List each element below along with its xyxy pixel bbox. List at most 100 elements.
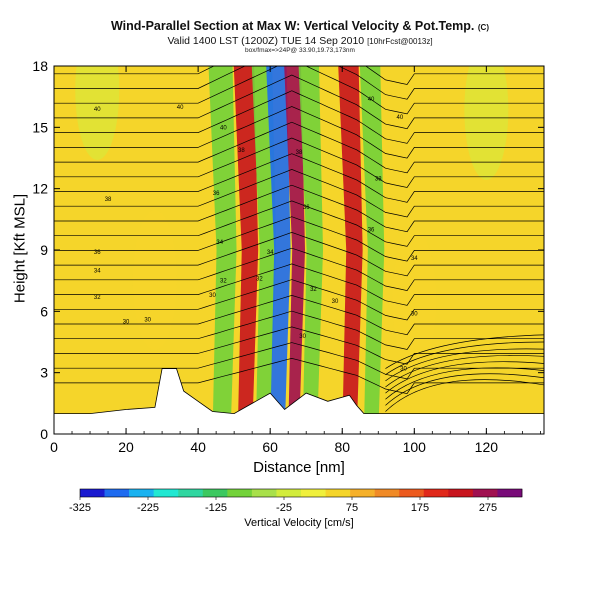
colorbar-segment <box>251 489 277 497</box>
contour-label: 38 <box>105 197 112 203</box>
colorbar-segment <box>399 489 425 497</box>
theta-contour <box>54 137 544 188</box>
contour-label: 30 <box>123 320 130 326</box>
subtitle-main: Valid 1400 LST (1200Z) TUE 14 Sep 2010 <box>167 35 365 47</box>
title: Wind-Parallel Section at Max W: Vertical… <box>0 19 600 33</box>
subtitle: Valid 1400 LST (1200Z) TUE 14 Sep 2010 [… <box>0 35 600 47</box>
colorbar-tick-label: 75 <box>346 502 358 514</box>
contour-label: 36 <box>303 205 310 211</box>
contour-label: 34 <box>94 268 101 274</box>
colorbar-segment <box>423 489 449 497</box>
title-text: Wind-Parallel Section at Max W: Vertical… <box>110 19 475 33</box>
x-tick-label: 80 <box>334 439 350 455</box>
colorbar-segment <box>178 489 204 497</box>
velocity-band <box>208 66 237 434</box>
subtitle-small: box/fmax=>24P@ 33.90,19.73,173nm <box>245 47 355 54</box>
theta-contour <box>54 263 544 306</box>
x-tick-label: 120 <box>475 439 499 455</box>
contour-label: 36 <box>94 250 101 256</box>
theta-contour <box>385 367 544 400</box>
colorbar-segment <box>202 489 228 497</box>
y-tick-label: 0 <box>40 426 48 442</box>
contour-label: 40 <box>220 125 227 131</box>
y-tick-label: 6 <box>40 303 48 319</box>
colorbar-segment <box>129 489 154 497</box>
theta-contour <box>54 66 544 85</box>
theta-contour <box>385 355 544 388</box>
theta-contour <box>54 216 544 262</box>
y-tick-label: 15 <box>32 119 48 135</box>
terrain-shape <box>54 368 544 434</box>
colorbar-segment <box>301 489 326 497</box>
colorbar-segment <box>448 489 474 497</box>
contour-label: 32 <box>220 279 227 285</box>
colorbar-segment <box>153 489 179 497</box>
y-tick-label: 3 <box>40 365 48 381</box>
title-mark: (C) <box>477 23 489 32</box>
theta-contour <box>54 74 544 130</box>
theta-contour <box>54 295 544 336</box>
velocity-band <box>298 66 324 434</box>
x-tick-label: 100 <box>403 439 427 455</box>
theta-contour <box>385 334 544 369</box>
theta-contour <box>54 184 544 233</box>
colorbar-tick-label: -325 <box>69 502 91 514</box>
y-tick-label: 12 <box>32 181 48 197</box>
contour-label: 40 <box>368 97 375 103</box>
theta-contour <box>54 232 544 277</box>
colorbar-segment <box>276 489 302 497</box>
contour-label: 30 <box>400 367 407 373</box>
colorbar-tick-label: 175 <box>411 502 429 514</box>
y-tick-label: 9 <box>40 242 48 258</box>
theta-contour <box>54 169 544 218</box>
contour-label: 36 <box>368 228 375 234</box>
subtitle-extra: [10hrFcst@0013z] <box>367 37 433 46</box>
contour-label: 38 <box>296 150 303 156</box>
contour-label: 30 <box>209 293 216 299</box>
y-tick-label: 18 <box>32 58 48 74</box>
contour-label: 40 <box>94 107 101 113</box>
contour-label: 34 <box>411 256 418 262</box>
colorbar-segment <box>325 489 351 497</box>
x-tick-label: 40 <box>190 439 206 455</box>
x-tick-label: 20 <box>118 439 134 455</box>
colorbar-tick-label: 275 <box>479 502 497 514</box>
colorbar-frame <box>79 488 523 498</box>
velocity-band <box>251 66 277 434</box>
contour-label: 36 <box>213 191 220 197</box>
contour-label: 38 <box>238 148 245 154</box>
contour-label: 32 <box>310 287 317 293</box>
velocity-band <box>359 66 385 434</box>
contour-label: 34 <box>216 240 223 246</box>
velocity-band <box>266 66 291 434</box>
theta-contour <box>54 200 544 247</box>
theta-contour <box>385 361 544 394</box>
theta-contour <box>385 341 544 375</box>
theta-contour <box>385 373 544 406</box>
velocity-band <box>284 66 305 434</box>
colorbar-segment <box>374 489 400 497</box>
x-axis-label: Distance [nm] <box>253 459 345 476</box>
field-patch <box>75 66 120 160</box>
theta-contour <box>54 90 544 144</box>
contour-label: 30 <box>144 318 151 324</box>
velocity-band <box>233 66 259 434</box>
colorbar-segment <box>472 489 498 497</box>
contour-label: 30 <box>299 334 306 340</box>
field-patch <box>464 66 509 180</box>
contour-label: 40 <box>177 105 184 111</box>
colorbar-tick-label: -25 <box>276 502 292 514</box>
contour-label: 38 <box>375 176 382 182</box>
colorbar-segment <box>227 489 253 497</box>
contour-label: 40 <box>397 115 404 121</box>
theta-contour <box>385 379 544 412</box>
theta-contour <box>54 342 544 380</box>
theta-contour <box>54 66 544 115</box>
theta-contour <box>54 153 544 203</box>
contour-label: 32 <box>94 295 101 301</box>
x-tick-label: 0 <box>50 439 58 455</box>
theta-contour <box>54 106 544 159</box>
colorbar-segment <box>497 489 523 497</box>
theta-contour <box>54 358 544 394</box>
